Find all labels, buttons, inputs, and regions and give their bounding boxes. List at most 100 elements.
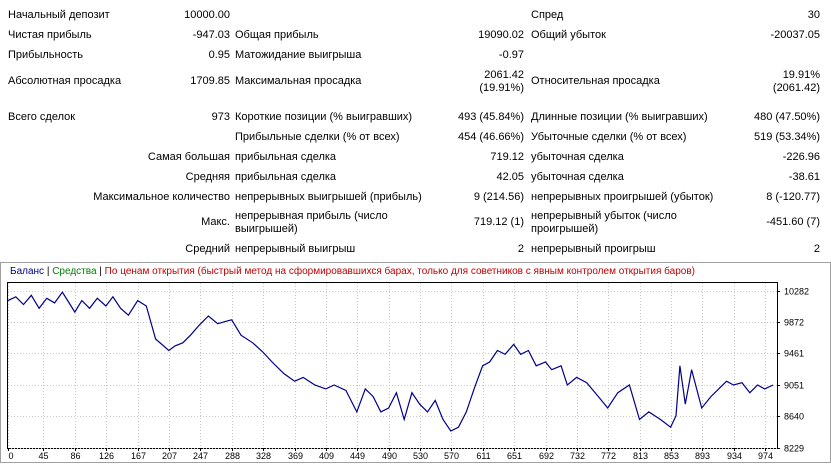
profit-trades-label: Прибыльные сделки (% от всех) <box>235 131 400 143</box>
net-profit-label: Чистая прибыль <box>8 29 92 41</box>
loss-trades-label: Убыточные сделки (% от всех) <box>531 131 687 143</box>
expected-payoff-label: Матожидание выигрыша <box>235 49 362 61</box>
x-tick-label: 167 <box>131 451 146 461</box>
x-tick-label: 651 <box>507 451 522 461</box>
short-positions-label: Короткие позиции (% выигравших) <box>235 111 413 123</box>
max-consecutive-profit-label: непрерывная прибыль (число выигрышей) <box>235 210 388 235</box>
y-tick-label: 10282 <box>784 287 809 297</box>
chart-legend: Баланс | Средства | По ценам открытия (б… <box>10 266 695 278</box>
x-tick-label: 853 <box>664 451 679 461</box>
max-consecutive-losses-value: 8 (-120.77) <box>766 191 820 203</box>
x-tick-label: 692 <box>539 451 554 461</box>
max-consecutive-wins-label: непрерывных выигрышей (прибыль) <box>235 191 422 203</box>
profit-factor-label: Прибыльность <box>8 49 83 61</box>
x-tick-label: 490 <box>382 451 397 461</box>
average-consecutive-losses-label: непрерывный проигрыш <box>531 243 656 255</box>
initial-deposit-value: 10000.00 <box>184 9 230 21</box>
gross-loss-label: Общий убыток <box>531 29 606 41</box>
abs-drawdown-label: Абсолютная просадка <box>8 75 122 87</box>
gross-profit-label: Общая прибыль <box>235 29 319 41</box>
short-positions-value: 493 (45.84%) <box>457 111 524 123</box>
profit-trades-value: 454 (46.66%) <box>457 131 524 143</box>
average-label: Средняя <box>185 171 230 183</box>
y-axis: 10282 9872 9461 9051 8640 8229 <box>777 287 809 454</box>
loss-trades-value: 519 (53.34%) <box>753 131 820 143</box>
average-profit-label: прибыльная сделка <box>235 171 337 183</box>
rel-drawdown-amount: (2061.42) <box>772 82 820 94</box>
average-consecutive-label: Средний <box>185 243 230 255</box>
x-tick-label: 247 <box>193 451 208 461</box>
max-consecutive-label: Максимальное количество <box>93 191 230 203</box>
y-tick-label: 9051 <box>784 381 804 391</box>
average-profit-value: 42.05 <box>496 171 524 183</box>
x-tick-label: 369 <box>288 451 303 461</box>
x-tick-label: 126 <box>99 451 114 461</box>
max-consecutive-loss-label: непрерывный убыток (число проигрышей) <box>531 210 677 235</box>
profit-factor-value: 0.95 <box>208 49 230 61</box>
max-consecutive-loss-value: -451.60 (7) <box>766 216 820 228</box>
rel-drawdown-value: 19.91% <box>782 69 820 81</box>
average-consecutive-wins-label: непрерывный выигрыш <box>235 243 356 255</box>
long-positions-label: Длинные позиции (% выигравших) <box>531 111 708 123</box>
average-consecutive-wins-value: 2 <box>517 243 524 255</box>
initial-deposit-label: Начальный депозит <box>8 9 110 21</box>
x-tick-label: 207 <box>162 451 177 461</box>
expected-payoff-value: -0.97 <box>498 49 524 61</box>
plot-area <box>7 282 778 449</box>
y-tick-label: 9872 <box>784 318 804 328</box>
spread-value: 30 <box>807 9 820 21</box>
max-consecutive-losses-label: непрерывных проигрышей (убыток) <box>531 191 714 203</box>
x-tick-label: 328 <box>256 451 271 461</box>
x-tick-label: 0 <box>9 451 14 461</box>
long-positions-value: 480 (47.50%) <box>753 111 820 123</box>
x-tick-label: 893 <box>695 451 710 461</box>
balance-chart-svg: 0 45 86 126 167 207 247 288 328 369 409 449 490 530 57… <box>0 262 831 463</box>
total-trades-label: Всего сделок <box>8 111 76 123</box>
max-drawdown-label: Максимальная просадка <box>235 75 362 87</box>
legend-balance: Баланс <box>10 266 45 277</box>
largest-loss-label: убыточная сделка <box>531 151 624 163</box>
total-trades-value: 973 <box>211 111 230 123</box>
largest-label: Самая большая <box>147 151 230 163</box>
average-loss-value: -38.61 <box>788 171 820 183</box>
x-tick-label: 934 <box>727 451 742 461</box>
x-tick-label: 409 <box>319 451 334 461</box>
abs-drawdown-value: 1709.85 <box>190 75 230 87</box>
gross-profit-value: 19090.02 <box>478 29 524 41</box>
net-profit-value: -947.03 <box>192 29 230 41</box>
spread-label: Спред <box>531 9 564 21</box>
gross-loss-value: -20037.05 <box>770 29 820 41</box>
balance-series-line <box>7 291 774 432</box>
balance-chart: 0 45 86 126 167 207 247 288 328 369 409 449 490 530 57… <box>0 262 831 463</box>
x-tick-label: 86 <box>70 451 80 461</box>
legend-equity: Средства <box>52 266 97 277</box>
x-tick-label: 732 <box>570 451 585 461</box>
report-stats: Начальный депозит 10000.00 Спред 30 Чист… <box>8 9 820 255</box>
x-tick-label: 772 <box>601 451 616 461</box>
x-tick-label: 45 <box>38 451 48 461</box>
x-tick-label: 974 <box>758 451 773 461</box>
largest-profit-value: 719.12 <box>490 151 524 163</box>
average-loss-label: убыточная сделка <box>531 171 624 183</box>
max-consecutive-wins-value: 9 (214.56) <box>473 191 524 203</box>
x-axis: 0 45 86 126 167 207 247 288 328 369 409 449 490 530 57… <box>8 448 773 461</box>
x-tick-label: 813 <box>633 451 648 461</box>
x-tick-label: 449 <box>350 451 365 461</box>
largest-profit-label: прибыльная сделка <box>235 151 337 163</box>
average-consecutive-losses-value: 2 <box>813 243 820 255</box>
max-drawdown-value: 2061.42 <box>484 69 524 81</box>
x-tick-label: 570 <box>444 451 459 461</box>
max-consecutive-amount-label: Макс. <box>201 216 230 228</box>
max-consecutive-profit-value: 719.12 (1) <box>473 216 524 228</box>
x-tick-label: 611 <box>476 451 490 461</box>
max-drawdown-percent: (19.91%) <box>479 82 524 94</box>
y-tick-label: 9461 <box>784 349 804 359</box>
legend-model: По ценам открытия (быстрый метод на сфор… <box>104 266 695 277</box>
y-tick-label: 8229 <box>784 444 804 454</box>
largest-loss-value: -226.96 <box>782 151 820 163</box>
rel-drawdown-label: Относительная просадка <box>531 75 660 87</box>
legend-separator: | <box>96 266 105 277</box>
x-tick-label: 530 <box>413 451 428 461</box>
legend-separator: | <box>44 266 53 277</box>
x-tick-label: 288 <box>225 451 240 461</box>
